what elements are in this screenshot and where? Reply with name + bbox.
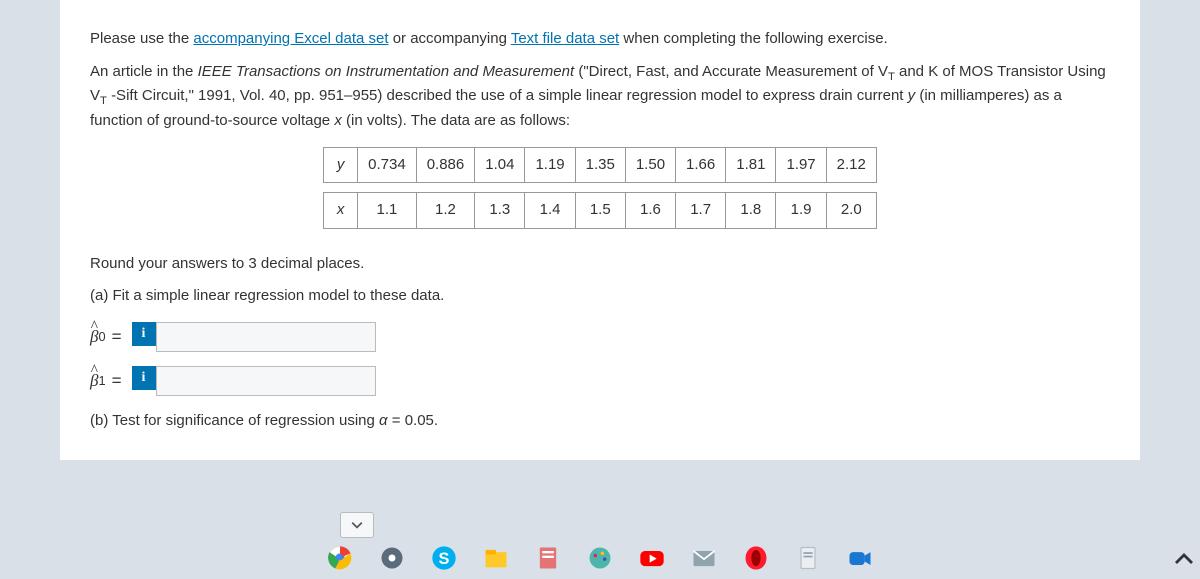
table-cell: 0.734 (358, 147, 417, 183)
beta1-sub: 1 (98, 371, 105, 390)
table-cell: 0.886 (416, 147, 475, 183)
info-icon[interactable]: i (132, 366, 156, 390)
beta1-symbol: β (90, 368, 98, 394)
opera-icon[interactable] (742, 544, 770, 572)
subscript: T (100, 95, 107, 107)
part-a-text: (a) Fit a simple linear regression model… (90, 285, 1110, 308)
article-text: (in volts). The data are as follows: (346, 112, 570, 129)
beta0-sub: 0 (98, 327, 105, 346)
table-row-x: x 1.1 1.2 1.3 1.4 1.5 1.6 1.7 1.8 1.9 2.… (324, 193, 877, 229)
excel-dataset-link[interactable]: accompanying Excel data set (193, 30, 388, 47)
table-cell: 1.6 (625, 193, 675, 229)
files-icon[interactable] (482, 544, 510, 572)
table-cell: 1.9 (776, 193, 826, 229)
dropdown-button[interactable] (340, 512, 374, 538)
notepad-icon[interactable] (534, 544, 562, 572)
taskbar: S (0, 537, 1200, 579)
table-cell: 1.97 (776, 147, 826, 183)
camera-icon[interactable] (846, 544, 874, 572)
var-y: y (908, 87, 916, 104)
table-row-y: y 0.734 0.886 1.04 1.19 1.35 1.50 1.66 1… (324, 147, 877, 183)
chrome-icon[interactable] (326, 544, 354, 572)
table-cell: 1.19 (525, 147, 575, 183)
table-cell: 1.5 (575, 193, 625, 229)
table-cell: 1.66 (676, 147, 726, 183)
exercise-page: Please use the accompanying Excel data s… (60, 0, 1140, 460)
table-cell: 1.7 (676, 193, 726, 229)
chevron-down-icon (351, 519, 363, 531)
table-cell: 2.0 (826, 193, 876, 229)
equals-sign: = (392, 412, 405, 429)
table-cell: 1.4 (525, 193, 575, 229)
skype-icon[interactable]: S (430, 544, 458, 572)
part-b-text: (b) Test for significance of regression … (90, 410, 1110, 433)
equals-sign: = (112, 368, 122, 394)
journal-title: IEEE Transactions on Instrumentation and… (198, 63, 575, 80)
table-cell: 1.50 (625, 147, 675, 183)
intro-text: or accompanying (393, 30, 511, 47)
text-dataset-link[interactable]: Text file data set (511, 30, 619, 47)
settings-icon[interactable] (378, 544, 406, 572)
beta0-input[interactable] (156, 322, 376, 352)
table-cell: 1.3 (475, 193, 525, 229)
table-cell: 1.1 (358, 193, 417, 229)
row-label-x: x (324, 193, 358, 229)
article-text: An article in the (90, 63, 198, 80)
beta1-row: β1 = i (90, 366, 1110, 396)
svg-text:S: S (439, 550, 450, 568)
article-text: ("Direct, Fast, and Accurate Measurement… (578, 63, 888, 80)
alpha-value: 0.05. (405, 412, 438, 429)
youtube-icon[interactable] (638, 544, 666, 572)
article-paragraph: An article in the IEEE Transactions on I… (90, 61, 1110, 133)
intro-paragraph: Please use the accompanying Excel data s… (90, 28, 1110, 51)
scroll-up-icon[interactable] (1174, 549, 1194, 569)
subscript: T (888, 71, 895, 83)
data-table: y 0.734 0.886 1.04 1.19 1.35 1.50 1.66 1… (323, 147, 877, 229)
intro-text: Please use the (90, 30, 193, 47)
table-cell: 1.81 (726, 147, 776, 183)
alpha-symbol: α (379, 412, 388, 429)
part-b-prefix: (b) Test for significance of regression … (90, 412, 379, 429)
doc-icon[interactable] (794, 544, 822, 572)
intro-text: when completing the following exercise. (623, 30, 887, 47)
table-cell: 1.2 (416, 193, 475, 229)
beta1-input[interactable] (156, 366, 376, 396)
mail-icon[interactable] (690, 544, 718, 572)
row-label-y: y (324, 147, 358, 183)
var-x: x (334, 112, 342, 129)
article-text: -Sift Circuit," 1991, Vol. 40, pp. 951–9… (111, 87, 908, 104)
equals-sign: = (112, 324, 122, 350)
rounding-instruction: Round your answers to 3 decimal places. (90, 253, 1110, 276)
table-cell: 2.12 (826, 147, 876, 183)
info-icon[interactable]: i (132, 322, 156, 346)
palette-icon[interactable] (586, 544, 614, 572)
beta0-row: β0 = i (90, 322, 1110, 352)
table-cell: 1.35 (575, 147, 625, 183)
table-cell: 1.04 (475, 147, 525, 183)
beta0-symbol: β (90, 324, 98, 350)
table-cell: 1.8 (726, 193, 776, 229)
